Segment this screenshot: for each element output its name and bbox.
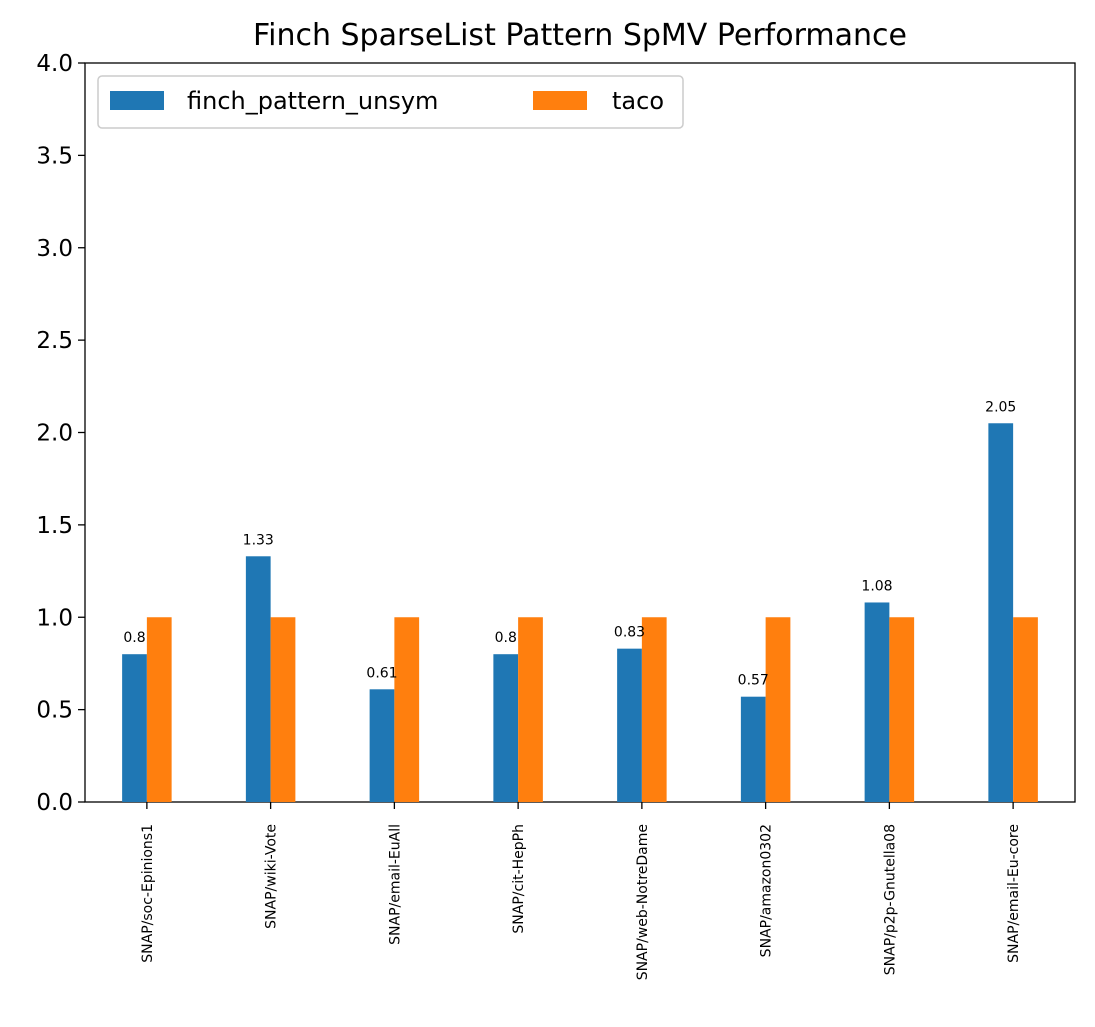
bar-taco xyxy=(765,617,791,802)
x-tick-label: SNAP/p2p-Gnutella08 xyxy=(882,824,898,975)
bar-taco xyxy=(518,617,543,802)
bar-taco xyxy=(1013,617,1038,802)
x-tick-label: SNAP/wiki-Vote xyxy=(264,824,280,929)
bar-taco xyxy=(146,617,172,802)
bar-finch_pattern_unsym xyxy=(493,654,519,802)
y-tick-label: 4.0 xyxy=(36,51,73,77)
legend: finch_pattern_unsym taco xyxy=(97,75,684,129)
y-tick-label: 1.0 xyxy=(36,605,73,631)
y-tick-label: 0.0 xyxy=(36,790,73,816)
data-label: 0.8 xyxy=(123,630,145,646)
x-tick-label: SNAP/amazon0302 xyxy=(759,824,775,957)
chart-title: Finch SparseList Pattern SpMV Performanc… xyxy=(253,18,907,53)
legend-label-taco: taco xyxy=(612,87,664,115)
y-tick-label: 2.5 xyxy=(36,328,73,354)
bar-finch_pattern_unsym xyxy=(988,423,1014,802)
x-tick-label: SNAP/email-Eu-core xyxy=(1006,824,1022,963)
x-tick-label: SNAP/cit-HepPh xyxy=(511,824,527,934)
legend-swatch-taco xyxy=(533,91,587,110)
bar-taco xyxy=(641,617,667,802)
y-axis: 0.0 0.5 1.0 1.5 2.0 2.5 3.0 3.5 4.0 xyxy=(36,51,85,816)
legend-swatch-finch_pattern_unsym xyxy=(110,91,164,110)
data-label: 2.05 xyxy=(985,399,1016,415)
x-tick-label: SNAP/web-NotreDame xyxy=(635,824,651,980)
bars xyxy=(122,423,1038,802)
x-tick-label: SNAP/soc-Epinions1 xyxy=(140,824,156,963)
data-label: 0.57 xyxy=(738,673,769,689)
bar-taco xyxy=(270,617,296,802)
legend-label-finch_pattern_unsym: finch_pattern_unsym xyxy=(187,87,438,115)
plot-area xyxy=(84,62,1076,803)
bar-finch_pattern_unsym xyxy=(122,654,147,802)
plot-frame xyxy=(84,62,1076,803)
bar-finch_pattern_unsym xyxy=(740,696,766,802)
y-tick-label: 3.0 xyxy=(36,236,73,262)
y-tick-label: 3.5 xyxy=(36,143,73,169)
bar-finch_pattern_unsym xyxy=(369,689,395,802)
data-label: 1.08 xyxy=(861,578,892,594)
data-label: 0.61 xyxy=(366,665,397,681)
y-tick-label: 0.5 xyxy=(36,698,73,724)
x-tick-label: SNAP/email-EuAll xyxy=(387,824,403,945)
legend-box xyxy=(97,75,684,129)
data-label: 0.8 xyxy=(495,630,517,646)
bar-taco xyxy=(394,617,420,802)
y-tick-label: 2.0 xyxy=(36,421,73,447)
y-tick-label: 1.5 xyxy=(36,513,73,539)
data-label: 1.33 xyxy=(243,532,274,548)
bar-taco xyxy=(889,617,915,802)
data-labels: 0.8 1.33 0.61 0.8 0.83 0.57 1.08 2.05 xyxy=(123,399,1016,688)
bar-finch_pattern_unsym xyxy=(245,556,271,802)
x-axis: SNAP/soc-Epinions1 SNAP/wiki-Vote SNAP/ema… xyxy=(140,802,1022,980)
bar-finch_pattern_unsym xyxy=(617,648,642,802)
bar-finch_pattern_unsym xyxy=(864,602,890,802)
data-label: 0.83 xyxy=(614,625,645,641)
